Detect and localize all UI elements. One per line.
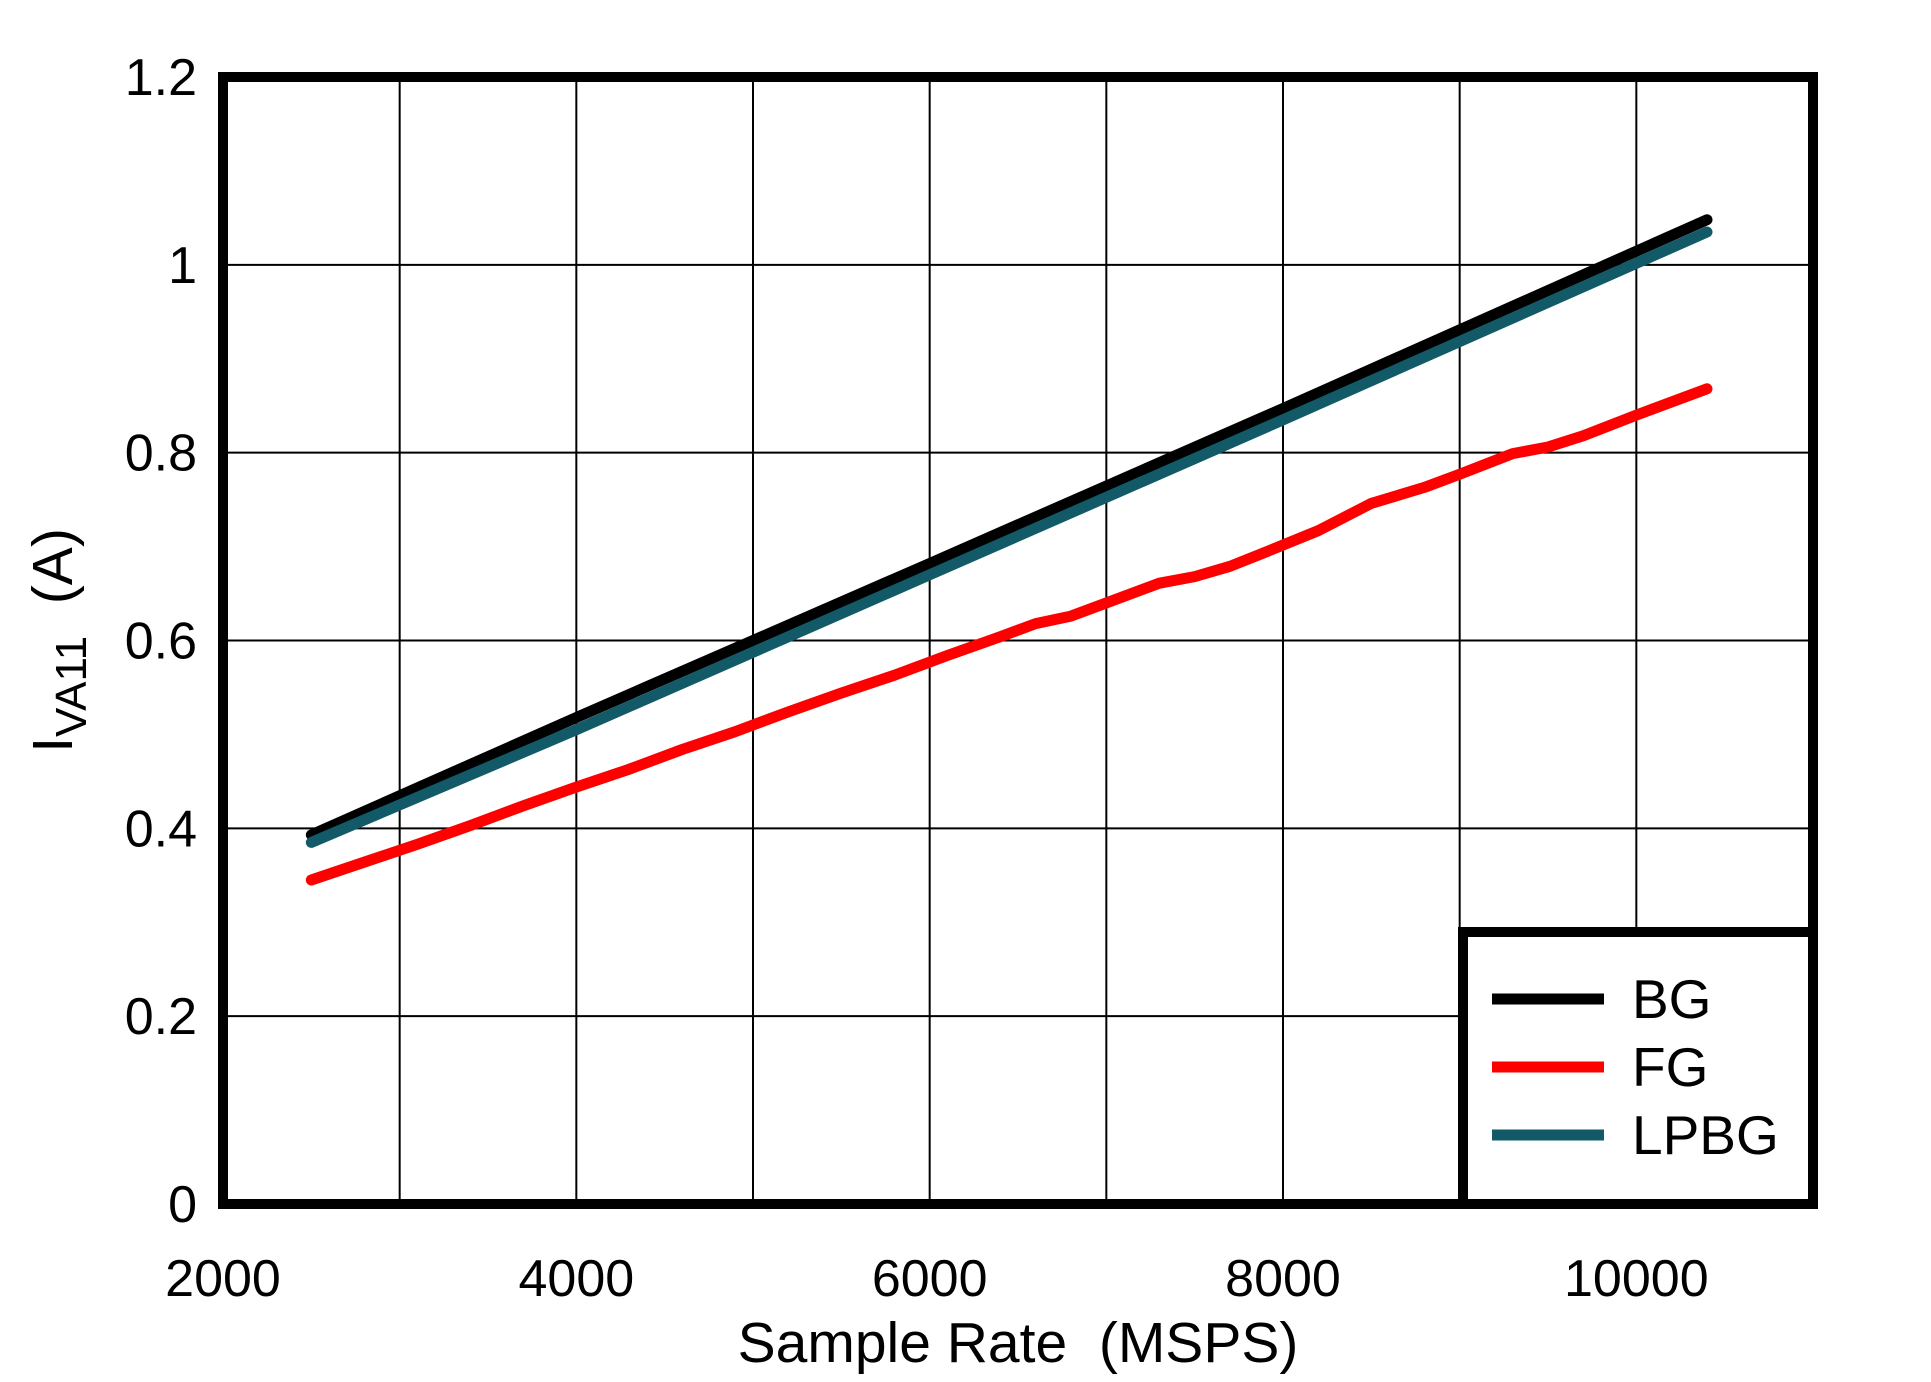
y-axis-tick-labels: 0 0.2 0.4 0.6 0.8 1 1.2 — [125, 49, 197, 1234]
y-tick-label: 0.4 — [125, 800, 197, 858]
y-tick-label: 0.2 — [125, 988, 197, 1046]
y-tick-label: 0 — [168, 1176, 197, 1234]
plot-border — [218, 72, 1818, 1209]
legend-label-fg: FG — [1632, 1036, 1708, 1098]
y-tick-label: 0.6 — [125, 613, 197, 671]
series-lines — [305, 214, 1713, 886]
gridlines — [223, 77, 1813, 1204]
legend-label-lpbg: LPBG — [1632, 1104, 1779, 1166]
x-axis-tick-labels: 2000 4000 6000 8000 10000 — [165, 1250, 1708, 1308]
y-tick-label: 1 — [168, 237, 197, 295]
y-axis-title: IVA11 (A) — [21, 528, 96, 753]
legend-item-bg: BG — [1492, 968, 1711, 1030]
legend-label-bg: BG — [1632, 968, 1711, 1030]
x-tick-label: 8000 — [1225, 1250, 1341, 1308]
legend-item-fg: FG — [1492, 1036, 1708, 1098]
series-line-fg — [305, 383, 1713, 886]
x-axis-title: Sample Rate (MSPS) — [738, 1311, 1299, 1375]
x-tick-label: 6000 — [872, 1250, 988, 1308]
y-tick-label: 0.8 — [125, 425, 197, 483]
x-tick-label: 2000 — [165, 1250, 281, 1308]
series-line-bg — [305, 214, 1713, 841]
x-tick-label: 4000 — [518, 1250, 634, 1308]
x-tick-label: 10000 — [1564, 1250, 1709, 1308]
series-line-lpbg — [305, 226, 1713, 848]
y-tick-label: 1.2 — [125, 49, 197, 107]
legend-item-lpbg: LPBG — [1492, 1104, 1779, 1166]
